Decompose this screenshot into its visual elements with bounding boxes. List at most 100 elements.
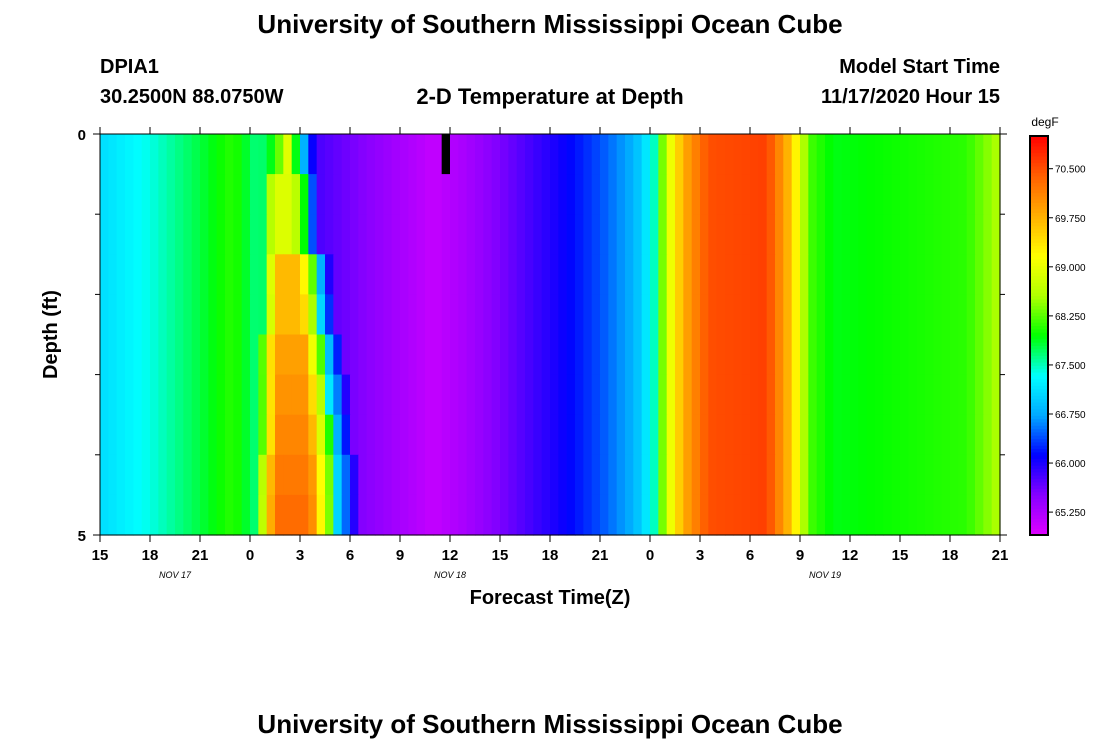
heatmap-cell [591,494,601,536]
heatmap-cell [366,374,376,416]
heatmap-cell [983,134,993,175]
colorbar-segment [1030,362,1048,366]
heatmap-cell [650,294,659,336]
heatmap-cell [891,294,901,336]
heatmap-cell [441,254,451,295]
heatmap-cell [900,294,909,336]
colorbar-segment [1030,392,1048,396]
heatmap-cell [850,414,859,456]
heatmap-cell [925,174,934,215]
heatmap-cell [433,174,443,215]
x-axis-label: Forecast Time(Z) [470,587,631,609]
heatmap-cell [775,454,784,496]
heatmap-cell [200,254,209,295]
colorbar-segment [1030,468,1048,473]
colorbar-segment [1030,531,1048,536]
heatmap-cell [358,254,368,295]
colorbar-segment [1030,295,1048,300]
heatmap-cell [191,174,201,215]
heatmap-cell [483,374,493,416]
heatmap-cell [941,494,951,536]
colorbar-tick-label: 66.000 [1055,459,1086,470]
heatmap-cell [608,374,618,416]
heatmap-cell [283,374,293,416]
heatmap-cell [833,494,843,536]
heatmap-cell [491,214,501,255]
colorbar-segment [1030,305,1048,310]
heatmap-cell [616,134,626,175]
heatmap-cell [116,174,126,215]
heatmap-cell [583,454,593,496]
heatmap-cell [241,494,251,536]
heatmap-cell [216,134,226,175]
heatmap-cell [958,454,968,496]
heatmap-cell [550,134,559,175]
colorbar-segment [1030,139,1048,144]
heatmap-cell [950,254,959,295]
heatmap-cell [325,134,334,175]
heatmap-cell [575,134,584,175]
heatmap-cell [233,494,243,536]
heatmap-cell [758,374,768,416]
heatmap-cell [275,254,284,295]
colorbar-segment [1030,205,1048,210]
heatmap-cell [908,174,918,215]
heatmap-cell [683,334,693,376]
heatmap-cell [741,454,751,496]
heatmap-cell [991,414,1001,456]
heatmap-cell [975,254,984,295]
heatmap-cell [758,134,768,175]
heatmap-cell [400,494,409,536]
heatmap-cell [583,134,593,175]
heatmap-cell [158,254,168,295]
x-tick-label: 21 [192,547,209,564]
heatmap-cell [933,454,943,496]
heatmap-cell [933,374,943,416]
colorbar-segment [1030,345,1048,350]
heatmap-cell [508,454,518,496]
heatmap-cell [100,174,109,215]
model-start-value: 11/17/2020 Hour 15 [820,86,1000,108]
colorbar-segment [1030,239,1048,243]
heatmap-cell [641,134,651,175]
heatmap-cell [108,294,118,336]
heatmap-cell [450,414,459,456]
heatmap-cell [916,174,926,215]
heatmap-cell [591,334,601,376]
heatmap-cell [166,374,176,416]
heatmap-cell [383,334,393,376]
heatmap-cell [483,294,493,336]
heatmap-cell [875,254,884,295]
heatmap-cell [508,414,518,456]
heatmap-cell [875,374,884,416]
heatmap-cell [425,174,434,215]
heatmap-cell [716,454,726,496]
colorbar-segment [1030,411,1048,416]
colorbar-segment [1030,395,1048,400]
heatmap-cell [866,294,876,336]
heatmap-cell [350,414,359,456]
heatmap-cell [416,334,426,376]
heatmap-cell [308,374,318,416]
heatmap-cell [166,494,176,536]
heatmap-cell [883,134,893,175]
heatmap-cell [616,294,626,336]
heatmap-cell [783,414,793,456]
colorbar-segment [1030,498,1048,503]
heatmap-cell [891,214,901,255]
heatmap-cell [533,214,543,255]
heatmap-cell [475,334,484,376]
heatmap-cell [358,374,368,416]
heatmap-cell [475,454,484,496]
heatmap-cell [908,214,918,255]
heatmap-cell [666,294,676,336]
colorbar-segment [1030,145,1048,150]
heatmap-cell [950,374,959,416]
colorbar-segment [1030,368,1048,373]
colorbar: 65.250 66.000 66.750 67.500 68.250 69.000 69.7… [1029,115,1086,536]
heatmap-cell [150,454,159,496]
heatmap-cell [408,214,418,255]
heatmap-cell [800,454,809,496]
heatmap-cell [400,414,409,456]
heatmap-cell [508,174,518,215]
